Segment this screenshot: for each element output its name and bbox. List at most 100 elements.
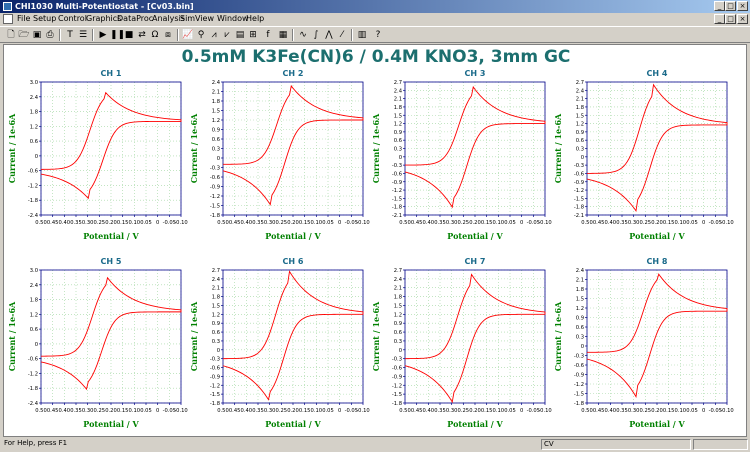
y-tick-label: -2.4 — [28, 401, 39, 407]
y-tick-label: 1.2 — [576, 306, 584, 312]
text-icon[interactable]: T — [67, 30, 73, 40]
mdi-minimize-button[interactable]: _ — [714, 14, 725, 24]
maximize-button[interactable]: □ — [725, 1, 736, 11]
overlay-icon[interactable]: ⩘ — [211, 30, 217, 40]
stop-icon[interactable]: ■ — [124, 30, 134, 40]
y-axis-label: Current / 1e-6A — [553, 301, 563, 371]
cv-curve — [40, 91, 182, 200]
filter-icon[interactable]: ⁄ — [341, 30, 343, 40]
x-axis-label: Potential / V — [629, 231, 685, 241]
y-tick-label: 2.1 — [212, 286, 220, 292]
chart-1: CH 1 3.0 2.4 1.8 1.2 0.6 0 -0.6 -1.2 -1.8 -2.40.50… — [7, 69, 188, 241]
x-tick-label: 0.40 — [59, 408, 71, 414]
y-tick-label: 2.4 — [30, 283, 39, 289]
status-bar: For Help, press F1 CV — [0, 437, 750, 452]
y-tick-label: -0.6 — [392, 171, 402, 177]
mdi-restore-button[interactable]: □ — [725, 14, 736, 24]
save-icon[interactable]: ▣ — [32, 30, 42, 40]
font-icon[interactable]: ⊞ — [249, 30, 257, 40]
cv-curve — [404, 273, 546, 404]
x-tick-label: 0.50 — [581, 220, 593, 226]
y-tick-label: 1.8 — [30, 110, 38, 116]
add-icon[interactable]: ⩗ — [224, 30, 230, 40]
integrate-icon[interactable]: ∫ — [313, 30, 319, 40]
y-tick-label: 2.1 — [394, 286, 402, 292]
x-tick-label: 0.50 — [35, 220, 47, 226]
zoom-icon[interactable]: ⚲ — [197, 30, 205, 40]
x-tick-label: 0.15 — [299, 408, 311, 414]
chart-title: CH 7 — [465, 257, 486, 266]
toolbar: 🗋 🗁 ▣ ⎙ T ☰ ▶ ❚❚ ■ ⇄ Ω ⧈ 📈 ⚲ ⩘ ⩗ ▤ ⊞ f ▦… — [0, 26, 750, 43]
y-tick-label: 0.6 — [394, 138, 402, 144]
y-tick-label: 0 — [217, 156, 220, 162]
document-icon[interactable] — [3, 14, 13, 24]
graph-icon[interactable]: 📈 — [182, 30, 194, 40]
menu-view[interactable]: View — [195, 14, 214, 23]
x-tick-label: 0.10 — [129, 408, 141, 414]
x-tick-label: -0.05 — [345, 220, 358, 226]
ir-icon[interactable]: Ω — [151, 30, 159, 40]
x-tick-label: -0.05 — [527, 220, 540, 226]
y-tick-label: 1.2 — [394, 312, 402, 318]
menu-window[interactable]: Window — [217, 14, 249, 23]
y-tick-label: 0.6 — [30, 327, 38, 333]
help-icon[interactable]: ? — [375, 30, 381, 40]
menu-setup[interactable]: Setup — [33, 14, 57, 23]
y-tick-label: 1.8 — [30, 298, 38, 304]
y-tick-label: 0 — [399, 155, 402, 161]
y-axis-label: Current / 1e-6A — [553, 113, 563, 183]
x-tick-label: 0.10 — [675, 408, 687, 414]
x-tick-label: 0.45 — [47, 408, 59, 414]
y-tick-label: 1.5 — [212, 109, 220, 115]
grid-icon[interactable]: ▥ — [357, 30, 367, 40]
y-tick-label: -0.3 — [392, 357, 402, 363]
y-tick-label: -0.6 — [210, 366, 220, 372]
menu-file[interactable]: File — [17, 14, 31, 23]
y-tick-label: -0.3 — [574, 354, 584, 360]
derivative-icon[interactable]: ∿ — [299, 30, 307, 40]
pause-icon[interactable]: ❚❚ — [110, 30, 126, 40]
close-button[interactable]: × — [737, 1, 748, 11]
x-tick-label: 0.15 — [663, 408, 675, 414]
y-tick-label: 0.9 — [576, 130, 584, 136]
x-tick-label: 0 — [702, 220, 705, 226]
y-tick-label: 1.2 — [30, 124, 38, 130]
x-tick-label: -0.10 — [538, 220, 551, 226]
smooth-icon[interactable]: ▦ — [278, 30, 288, 40]
color-icon[interactable]: ▤ — [235, 30, 245, 40]
chart-title: CH 1 — [101, 69, 122, 78]
print-icon[interactable]: ⎙ — [46, 30, 54, 40]
run-icon[interactable]: ▶ — [99, 30, 107, 40]
x-tick-label: 0.30 — [446, 408, 458, 414]
chart-title: CH 6 — [283, 257, 304, 266]
y-tick-label: 0.9 — [576, 316, 584, 322]
mdi-close-button[interactable]: × — [737, 14, 748, 24]
x-axis-label: Potential / V — [447, 419, 503, 429]
x-tick-label: 0.15 — [117, 220, 129, 226]
y-tick-label: 1.2 — [212, 118, 220, 124]
y-tick-label: 2.4 — [212, 277, 221, 283]
peak-icon[interactable]: ⋀ — [325, 30, 333, 40]
y-tick-label: 0.3 — [576, 335, 584, 341]
y-tick-label: -0.6 — [574, 363, 584, 369]
menu-analysis[interactable]: Analysis — [152, 14, 185, 23]
menu-control[interactable]: Control — [58, 14, 87, 23]
y-tick-label: 2.4 — [576, 88, 585, 94]
x-tick-label: 0.35 — [434, 408, 446, 414]
x-tick-label: -0.10 — [720, 408, 733, 414]
x-tick-label: 0.30 — [82, 408, 94, 414]
menu-sim[interactable]: Sim — [180, 14, 196, 23]
open-icon[interactable]: 🗁 — [18, 30, 30, 40]
param-icon[interactable]: ☰ — [78, 30, 88, 40]
reverse-icon[interactable]: ⇄ — [138, 30, 146, 40]
menu-dataproc[interactable]: DataProc — [117, 14, 154, 23]
menu-help[interactable]: Help — [246, 14, 265, 23]
y-tick-label: 2.4 — [30, 95, 39, 101]
x-tick-label: 0.30 — [264, 408, 276, 414]
menu-graphics[interactable]: Graphics — [86, 14, 122, 23]
fp-icon[interactable]: f — [266, 30, 270, 40]
new-icon[interactable]: 🗋 — [7, 30, 15, 40]
x-tick-label: 0.05 — [140, 408, 152, 414]
minimize-button[interactable]: _ — [714, 1, 725, 11]
cell-icon[interactable]: ⧈ — [165, 30, 171, 40]
